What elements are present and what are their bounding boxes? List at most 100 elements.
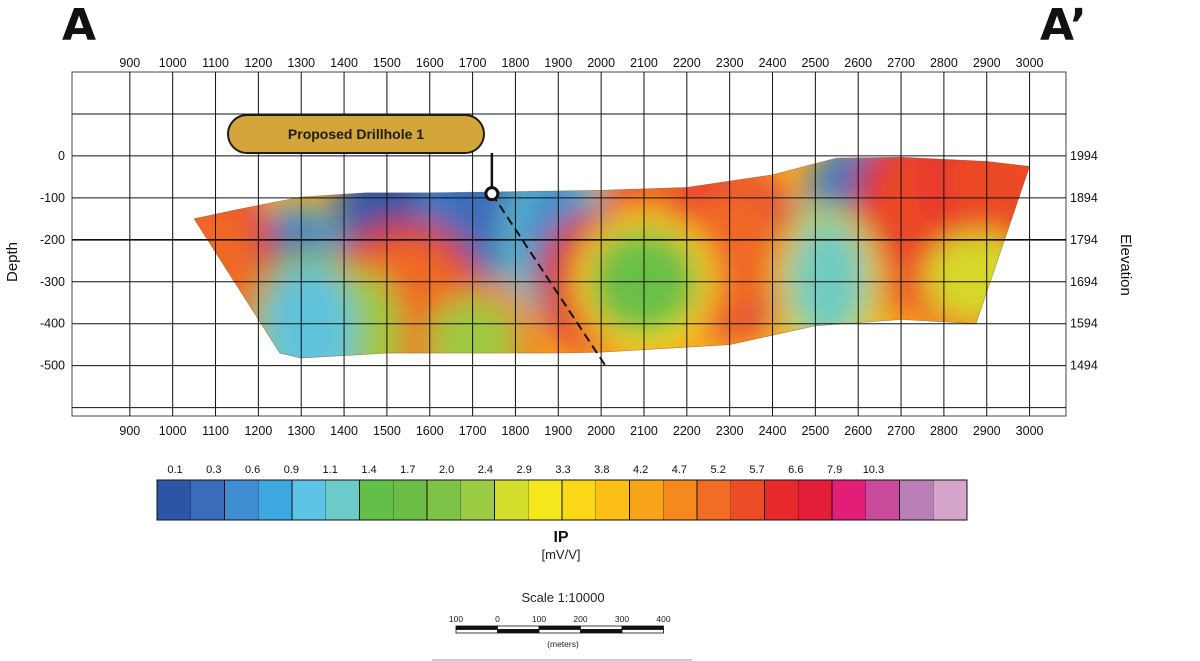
scale-tick-label: 0	[495, 614, 500, 624]
drillhole-trace	[491, 193, 607, 367]
x-tick-label: 2800	[930, 424, 958, 438]
elevation-tick-label: 1494	[1070, 359, 1098, 373]
x-tick-label: 2200	[673, 56, 701, 70]
x-tick-label: 2000	[587, 56, 615, 70]
colorbar-tick-label: 5.2	[711, 464, 726, 476]
scale-segment	[538, 629, 581, 634]
scale-bar: 100 0 100 200 300 400	[449, 614, 671, 634]
x-tick-label: 900	[119, 424, 140, 438]
colorbar-swatch	[292, 480, 327, 520]
scale-title: Scale 1:10000	[521, 590, 604, 605]
x-tick-label: 2500	[801, 56, 829, 70]
colorbar-tick-label: 4.7	[672, 464, 687, 476]
elevation-tick-label: 1794	[1070, 233, 1098, 247]
colorbar-swatch	[157, 480, 192, 520]
x-tick-label: 900	[119, 56, 140, 70]
x-tick-label: 2100	[630, 56, 658, 70]
x-tick-label: 2600	[844, 56, 872, 70]
x-tick-label: 2900	[973, 424, 1001, 438]
elevation-tick-label: 1694	[1070, 275, 1098, 289]
x-tick-label: 1300	[287, 424, 315, 438]
depth-axis-label: Depth	[4, 242, 21, 282]
colorbar-tick-label: 2.4	[478, 464, 493, 476]
scale-tick-label: 100	[449, 614, 463, 624]
colorbar-swatch	[427, 480, 462, 520]
scale-tick-label: 400	[656, 614, 670, 624]
x-tick-label: 2100	[630, 424, 658, 438]
x-tick-label: 2900	[973, 56, 1001, 70]
ip-colorbar: 0.1 0.3 0.6 0.9 1.1 1.4 1.7 2.0 2.4 2.9 3.3 3.8 4.2 4…	[156, 464, 968, 521]
x-tick-label: 2400	[759, 424, 787, 438]
x-tick-label: 1800	[502, 424, 530, 438]
x-tick-label: 1900	[544, 424, 572, 438]
colorbar-tick-label: 0.3	[206, 464, 221, 476]
depth-tick-label: -500	[40, 359, 65, 373]
x-tick-label: 1000	[159, 56, 187, 70]
scale-tick-label: 100	[532, 614, 546, 624]
x-ticks-top: 900 1000 1100 1200 1300 1400 1500 1600 1700 1800 1…	[119, 56, 1043, 70]
x-tick-label: 2000	[587, 424, 615, 438]
colorbar-swatch	[190, 480, 225, 520]
x-tick-label: 1600	[416, 424, 444, 438]
x-tick-label: 1100	[202, 424, 229, 438]
drillhole-callout-label: Proposed Drillhole 1	[288, 126, 424, 142]
x-tick-label: 2300	[716, 424, 744, 438]
x-tick-label: 1200	[244, 56, 272, 70]
x-tick-label: 2500	[801, 424, 829, 438]
x-tick-label: 1000	[159, 424, 187, 438]
colorbar-tick-label: 1.7	[400, 464, 415, 476]
colorbar-swatch	[562, 480, 597, 520]
colorbar-swatch	[663, 480, 698, 520]
x-tick-label: 2800	[930, 56, 958, 70]
depth-tick-label: -100	[40, 191, 65, 205]
elevation-tick-label: 1994	[1070, 149, 1098, 163]
colorbar-tick-label: 3.3	[555, 464, 570, 476]
depth-ticks: 0 -100 -200 -300 -400 -500	[40, 149, 65, 373]
drillhole-callout	[227, 114, 485, 154]
x-tick-label: 1500	[373, 56, 401, 70]
depth-tick-label: -300	[40, 275, 65, 289]
elevation-tick-label: 1594	[1070, 317, 1098, 331]
x-tick-label: 1400	[330, 56, 358, 70]
x-tick-label: 1700	[459, 56, 487, 70]
colorbar-tick-label: 5.7	[749, 464, 764, 476]
colorbar-swatch	[393, 480, 428, 520]
x-ticks-bottom: 900 1000 1100 1200 1300 1400 1500 1600 1700 1800 1…	[119, 424, 1043, 438]
colorbar-border	[156, 479, 968, 521]
x-tick-label: 1500	[373, 424, 401, 438]
colorbar-tick-label: 0.9	[284, 464, 299, 476]
x-tick-label: 3000	[1016, 424, 1044, 438]
depth-tick-label: 0	[58, 149, 65, 163]
colorbar-swatch	[933, 480, 968, 520]
scale-segment	[621, 625, 664, 630]
colorbar-swatch	[629, 480, 664, 520]
x-tick-label: 1200	[244, 424, 272, 438]
scale-tick-label: 200	[573, 614, 587, 624]
x-tick-label: 1900	[544, 56, 572, 70]
scale-segment	[580, 625, 623, 630]
colorbar-swatch	[528, 480, 563, 520]
colorbar-swatch	[832, 480, 867, 520]
colorbar-swatch	[325, 480, 360, 520]
colorbar-tick-label: 3.8	[594, 464, 609, 476]
elevation-ticks: 1994 1894 1794 1694 1594 1494	[1070, 149, 1098, 373]
x-tick-label: 1100	[202, 56, 229, 70]
x-tick-label: 1400	[330, 424, 358, 438]
colorbar-tick-label: 0.1	[167, 464, 182, 476]
scale-segment	[580, 629, 623, 634]
colorbar-swatch	[730, 480, 765, 520]
x-tick-label: 2700	[887, 56, 915, 70]
colorbar-swatch	[359, 480, 394, 520]
scale-segment	[538, 625, 581, 630]
colorbar-tick-label: 2.9	[517, 464, 532, 476]
x-tick-label: 2300	[716, 56, 744, 70]
colorbar-tick-label: 1.1	[323, 464, 338, 476]
colorbar-swatch	[764, 480, 799, 520]
colorbar-swatch	[798, 480, 833, 520]
x-tick-label: 3000	[1016, 56, 1044, 70]
colorbar-tick-label: 1.4	[361, 464, 376, 476]
colorbar-title: IP	[553, 529, 568, 546]
colorbar-swatch	[899, 480, 934, 520]
x-tick-label: 2200	[673, 424, 701, 438]
